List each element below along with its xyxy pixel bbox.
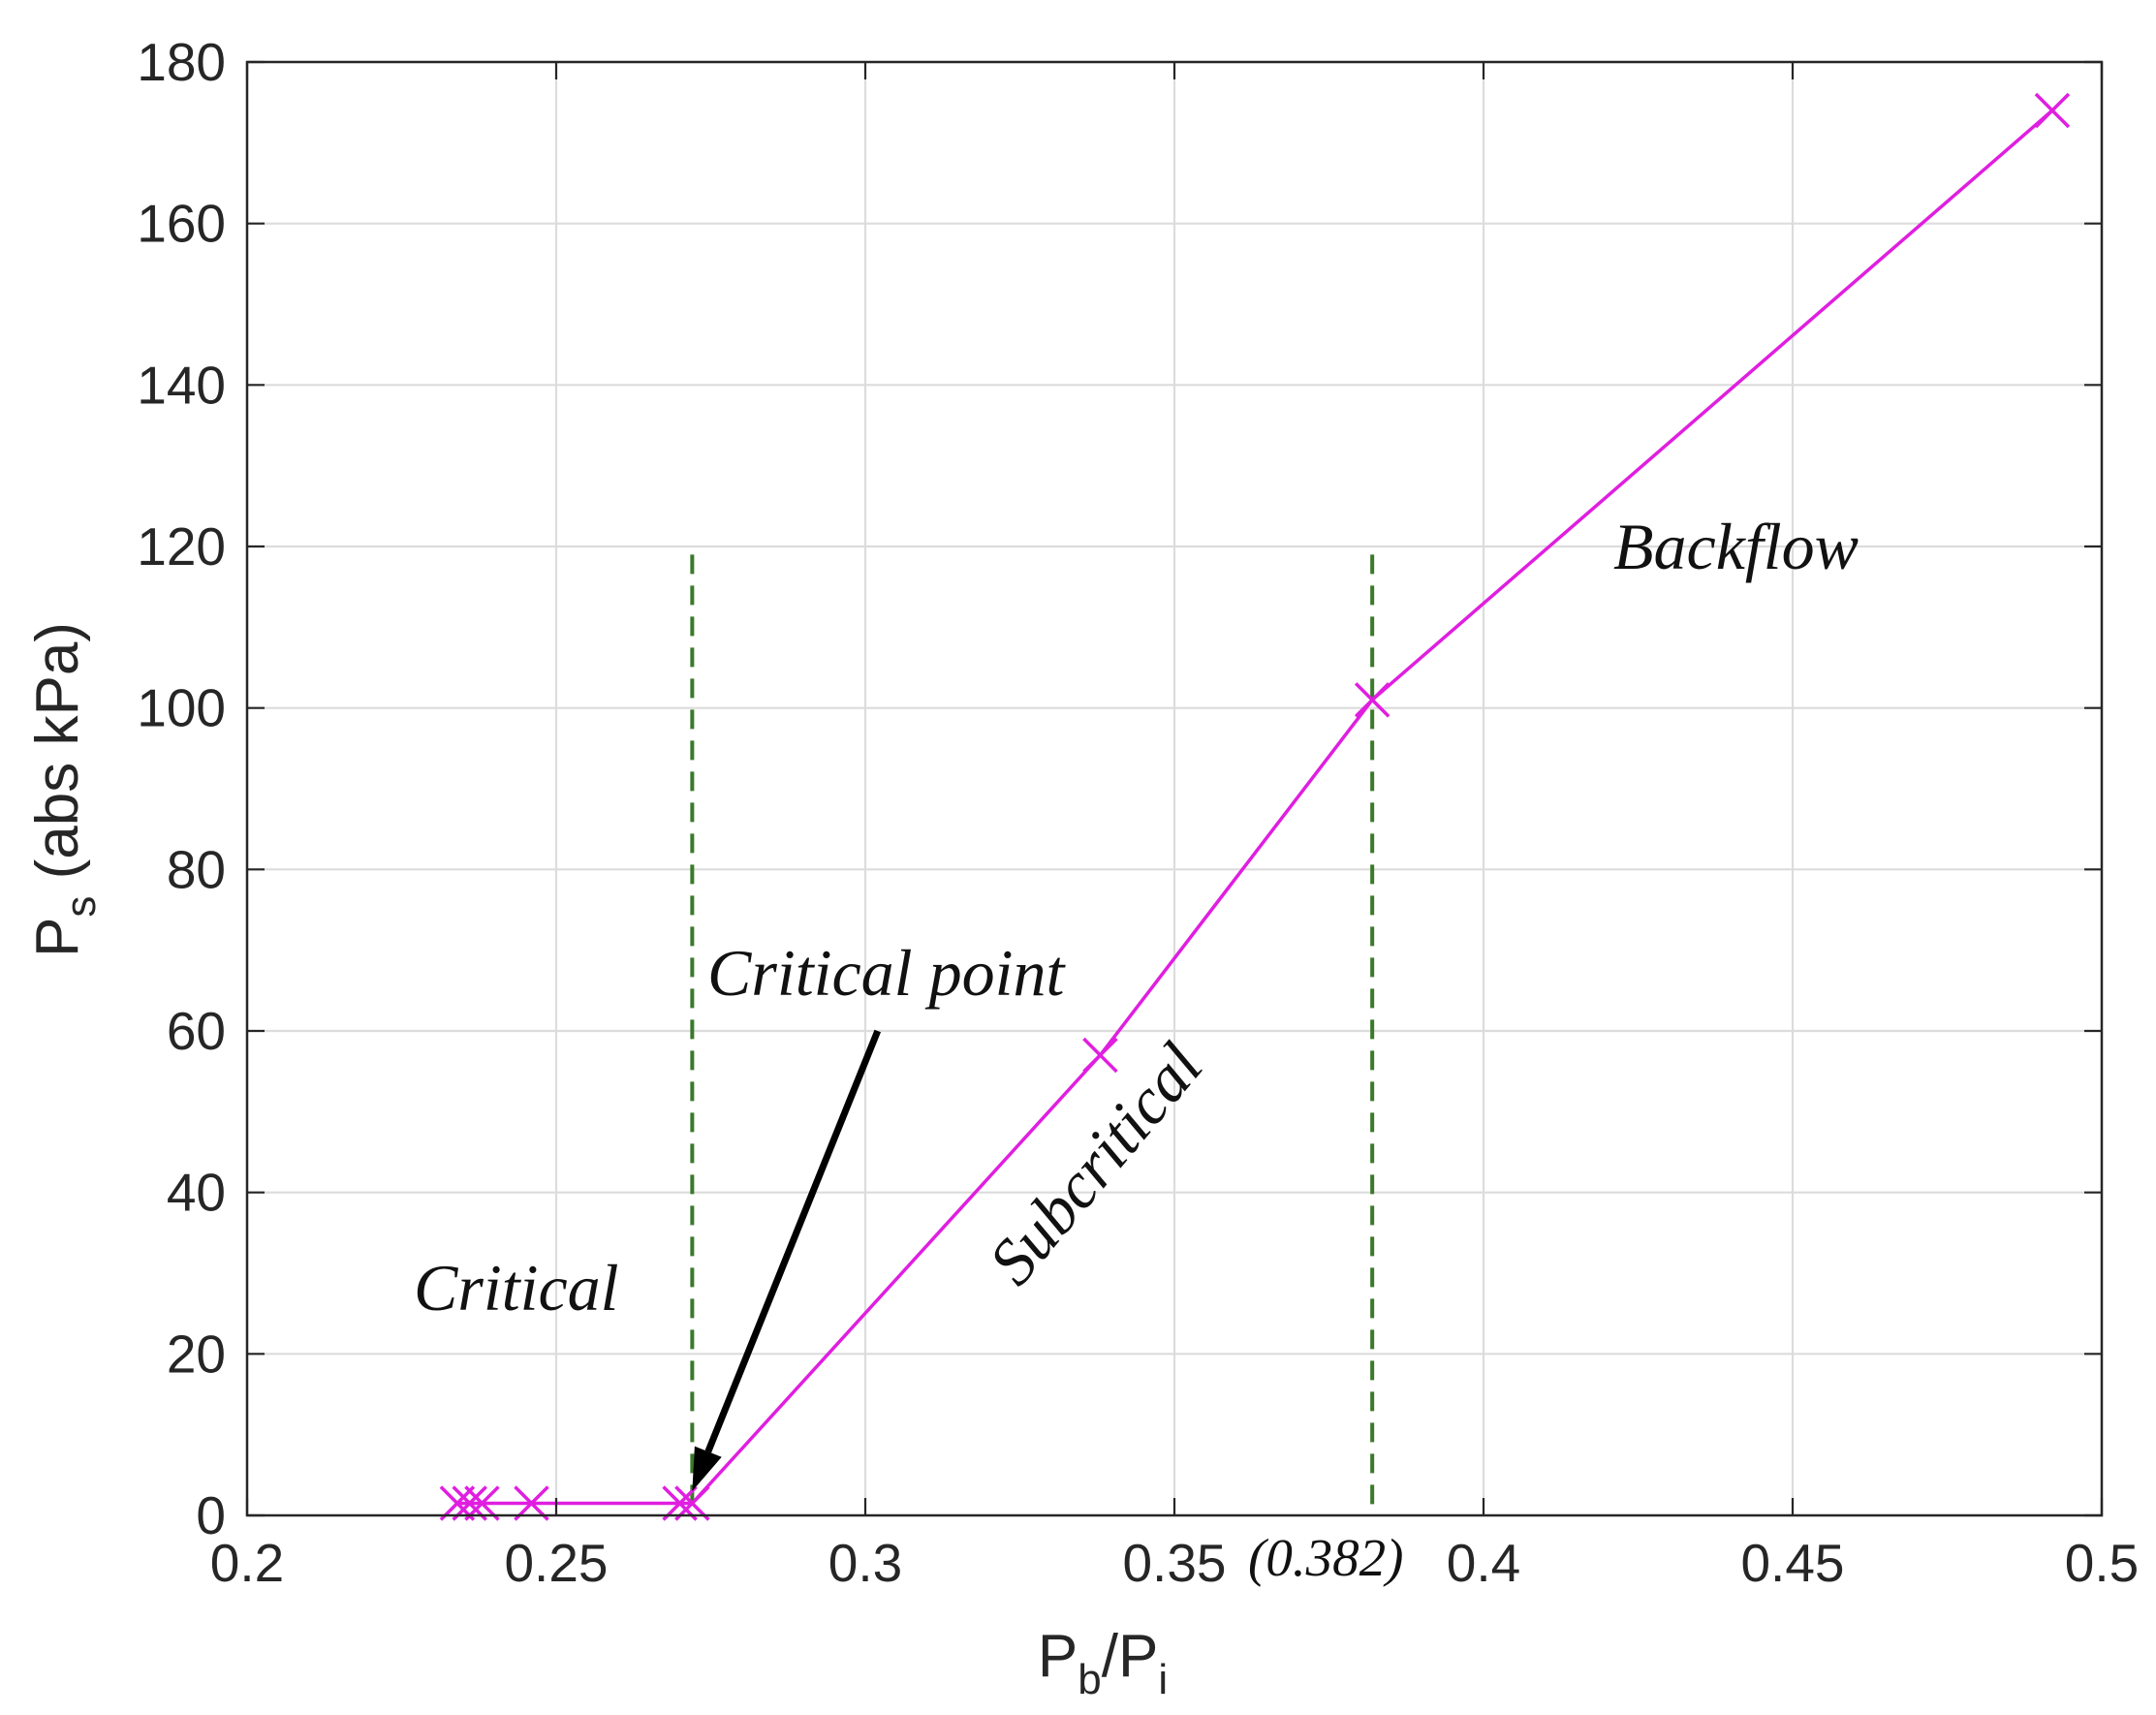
arrow-shaft	[704, 1029, 882, 1453]
reference-lines	[690, 554, 1375, 1515]
x-tick-label: 0.35	[1122, 1533, 1226, 1593]
data-point	[1082, 1037, 1118, 1074]
x-tick-label: 0.25	[504, 1533, 608, 1593]
y-tick-label: 180	[137, 32, 226, 92]
x-axis-label-sub2: i	[1158, 1656, 1168, 1703]
y-axis-label-sub: s	[57, 896, 105, 918]
critical-point-arrow	[692, 1029, 882, 1491]
y-axis-label: Ps (abs kPa)	[24, 622, 105, 957]
y-tick-label: 140	[137, 355, 226, 415]
y-tick-label: 20	[167, 1324, 226, 1384]
axis-ticks: 0.2 0.25 0.3 0.35 0.4 0.45 0.5 0 20 40 60 80 100 120 1…	[137, 32, 2139, 1593]
x-tick-label: 0.3	[828, 1533, 902, 1593]
arrow-head	[692, 1446, 722, 1491]
y-tick-label: 40	[167, 1163, 226, 1223]
x-tick-label: 0.4	[1447, 1533, 1520, 1593]
annotation-critical: Critical	[414, 1251, 619, 1325]
data-point	[1354, 682, 1390, 718]
annotation-critical-point: Critical point	[707, 936, 1066, 1010]
x-axis-label-main: P	[1038, 1623, 1078, 1690]
y-tick-label: 160	[137, 194, 226, 254]
x-tick-label: 0.2	[210, 1533, 284, 1593]
x-axis-label-slash: /P	[1102, 1623, 1159, 1690]
y-tick-label: 0	[196, 1485, 226, 1545]
y-tick-label: 120	[137, 516, 226, 577]
x-tick-label: 0.5	[2065, 1533, 2139, 1593]
y-axis-label-rest: (abs kPa)	[24, 622, 91, 896]
y-axis-label-main: P	[24, 918, 91, 957]
annotation-backflow: Backflow	[1613, 510, 1859, 583]
data-point	[2034, 92, 2071, 129]
x-axis-label: Pb/Pi	[1038, 1623, 1168, 1703]
x-tick-label: 0.45	[1740, 1533, 1844, 1593]
x-axis-label-sub1: b	[1078, 1656, 1101, 1703]
y-tick-label: 80	[167, 839, 226, 899]
y-tick-label: 100	[137, 678, 226, 738]
plot-area: 0.2 0.25 0.3 0.35 0.4 0.45 0.5 0 20 40 60 80 100 120 1…	[137, 32, 2139, 1593]
y-tick-label: 60	[167, 1001, 226, 1061]
annotation-x-value: (0.382)	[1248, 1528, 1403, 1587]
grid	[247, 62, 2102, 1515]
